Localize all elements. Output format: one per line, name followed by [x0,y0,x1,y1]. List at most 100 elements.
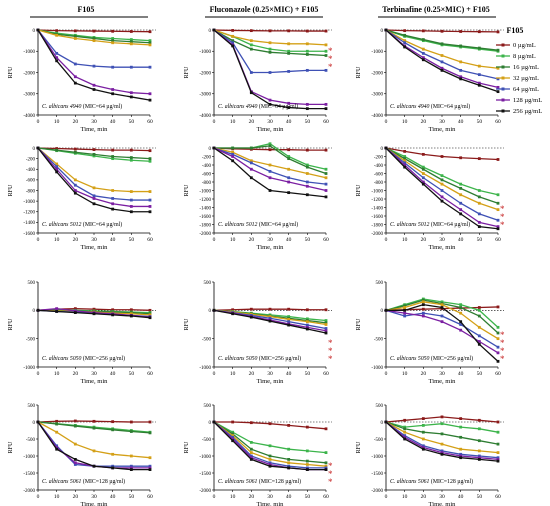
significance-star: * [500,354,505,364]
y-tick-label: -500 [26,337,36,342]
data-point [324,331,328,335]
x-axis-label: Time, min [257,378,285,385]
data-point [496,345,500,349]
y-tick-label: -200 [26,157,36,162]
data-point [403,418,407,422]
data-point [477,220,481,224]
data-point [477,427,481,431]
data-point [148,159,152,163]
data-point [231,146,235,150]
strain-label: C. albicans 4940 (MIC=64 µg/ml) [390,103,470,110]
data-point [496,218,500,222]
data-point [459,186,463,190]
data-point [92,197,96,200]
y-tick-label: -1400 [199,206,211,211]
data-point [496,227,500,231]
y-tick-label: -1000 [23,50,35,55]
y-tick-label: -500 [202,438,212,443]
data-point [111,197,115,200]
data-point [287,70,291,73]
data-point [287,461,291,465]
data-point [421,444,425,448]
series-line-4 [37,29,150,68]
data-point [129,38,133,41]
data-point [231,435,235,439]
data-point [496,85,500,89]
strain-label: C. albicans 5061 (MIC=128 µg/ml) [218,478,301,485]
y-tick-label: 500 [28,281,36,286]
y-tick-label: -1600 [23,232,35,237]
data-point [287,157,291,161]
data-point [249,176,253,180]
x-tick-label: 30 [267,371,273,377]
data-point [212,308,216,312]
data-point [477,201,481,205]
data-point [324,148,328,152]
data-point [231,434,235,437]
data-point [384,308,388,312]
data-point [459,320,463,324]
data-point [129,158,133,162]
data-point [268,29,272,33]
x-tick-label: 30 [267,494,273,500]
data-point [55,430,59,434]
data-point [73,29,77,33]
data-point [496,430,500,434]
significance-star: * [328,46,333,56]
data-point [459,30,463,33]
x-tick-label: 20 [73,371,79,377]
y-tick-label: 0 [209,147,212,152]
y-tick-label: 0 [381,29,384,34]
legend: F105 0 µg/mL 8 µg/mL 16 µg/mL 32 µg/mL 64 µg… [496,26,542,115]
x-tick-label: 50 [305,371,311,377]
y-tick-label: -1500 [199,472,211,477]
data-point [111,466,115,470]
x-tick-label: 10 [230,494,236,500]
data-point [268,148,272,152]
y-tick-label: 0 [33,147,36,152]
data-point [421,447,425,451]
x-tick-label: 0 [213,119,216,125]
data-point [403,304,407,308]
data-point [305,68,309,72]
data-point [459,77,463,81]
data-point [421,303,425,307]
data-point [403,314,407,318]
x-tick-label: 50 [477,494,483,500]
data-point [324,102,328,106]
data-point [129,156,133,159]
data-point [496,201,500,205]
y-axis-label: RFU [8,66,14,78]
data-point [496,458,500,461]
data-point [440,174,444,178]
data-point [73,463,77,466]
data-point [231,39,235,43]
data-point [92,307,96,311]
data-point [496,331,500,335]
data-point [287,466,291,470]
y-tick-label: -1000 [371,455,383,460]
y-axis-label: RFU [8,318,14,330]
data-point [268,142,272,146]
data-point [477,46,481,50]
data-point [421,56,425,60]
data-point [268,319,272,323]
x-tick-label: 60 [147,371,153,377]
x-tick-label: 20 [249,494,255,500]
data-point [403,311,407,315]
data-point [324,68,328,72]
data-point [421,176,425,180]
data-point [305,148,309,152]
data-point [287,180,291,184]
data-point [249,161,253,165]
data-point [496,420,500,424]
x-tick-label: 10 [402,119,408,125]
data-point [324,466,328,470]
x-tick-label: 40 [110,119,116,125]
data-point [287,176,291,180]
data-point [440,442,444,446]
